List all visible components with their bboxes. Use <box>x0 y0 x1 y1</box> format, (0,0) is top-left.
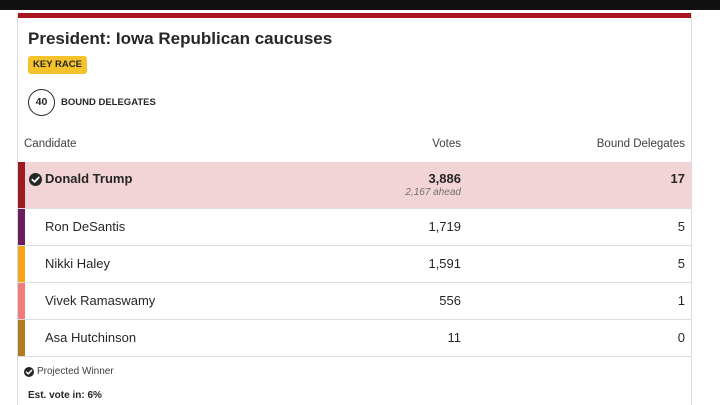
video-frame-top <box>0 0 720 10</box>
table-row: Nikki Haley 1,591 5 <box>18 246 691 283</box>
candidate-votes: 3,886 <box>428 171 461 186</box>
candidate-delegates: 0 <box>677 330 685 345</box>
candidate-delegates: 17 <box>670 171 685 186</box>
race-title: President: Iowa Republican caucuses <box>28 29 333 48</box>
candidate-votes: 1,719 <box>428 219 461 234</box>
check-circle-icon <box>29 173 42 186</box>
column-header-delegates: Bound Delegates <box>596 138 685 150</box>
candidate-votes: 11 <box>447 330 462 345</box>
check-circle-icon <box>24 367 34 377</box>
candidate-votes: 556 <box>439 293 461 308</box>
candidate-name: Vivek Ramaswamy <box>45 293 156 308</box>
candidate-name: Asa Hutchinson <box>45 330 137 345</box>
candidate-delegates: 1 <box>677 293 685 308</box>
candidate-name: Ron DeSantis <box>45 219 126 234</box>
key-race-badge: KEY RACE <box>28 56 87 74</box>
candidate-color-swatch <box>18 320 25 356</box>
bound-delegates-count: 40 <box>28 89 55 116</box>
estimated-vote-in: Est. vote in: 6% <box>28 390 102 401</box>
candidate-name: Donald Trump <box>45 171 133 186</box>
candidate-name: Nikki Haley <box>45 256 111 271</box>
column-header-candidate: Candidate <box>24 138 77 150</box>
column-header-votes: Votes <box>432 138 461 150</box>
candidate-color-swatch <box>18 246 25 282</box>
candidate-color-swatch <box>18 209 25 245</box>
candidate-delegates: 5 <box>677 219 685 234</box>
results-card: President: Iowa Republican caucuses KEY … <box>17 13 692 405</box>
candidate-votes: 1,591 <box>428 256 461 271</box>
votes-ahead-note: 2,167 ahead <box>405 187 461 198</box>
table-row: Asa Hutchinson 11 0 <box>18 320 691 357</box>
table-row: Donald Trump 3,886 2,167 ahead 17 <box>18 162 691 209</box>
projected-winner-label: Projected Winner <box>37 366 114 377</box>
candidate-color-swatch <box>18 162 25 208</box>
table-row: Ron DeSantis 1,719 5 <box>18 209 691 246</box>
candidate-delegates: 5 <box>677 256 685 271</box>
card-accent-bar <box>18 13 691 18</box>
bound-delegates-label: BOUND DELEGATES <box>61 97 156 108</box>
table-row: Vivek Ramaswamy 556 1 <box>18 283 691 320</box>
candidate-color-swatch <box>18 283 25 319</box>
